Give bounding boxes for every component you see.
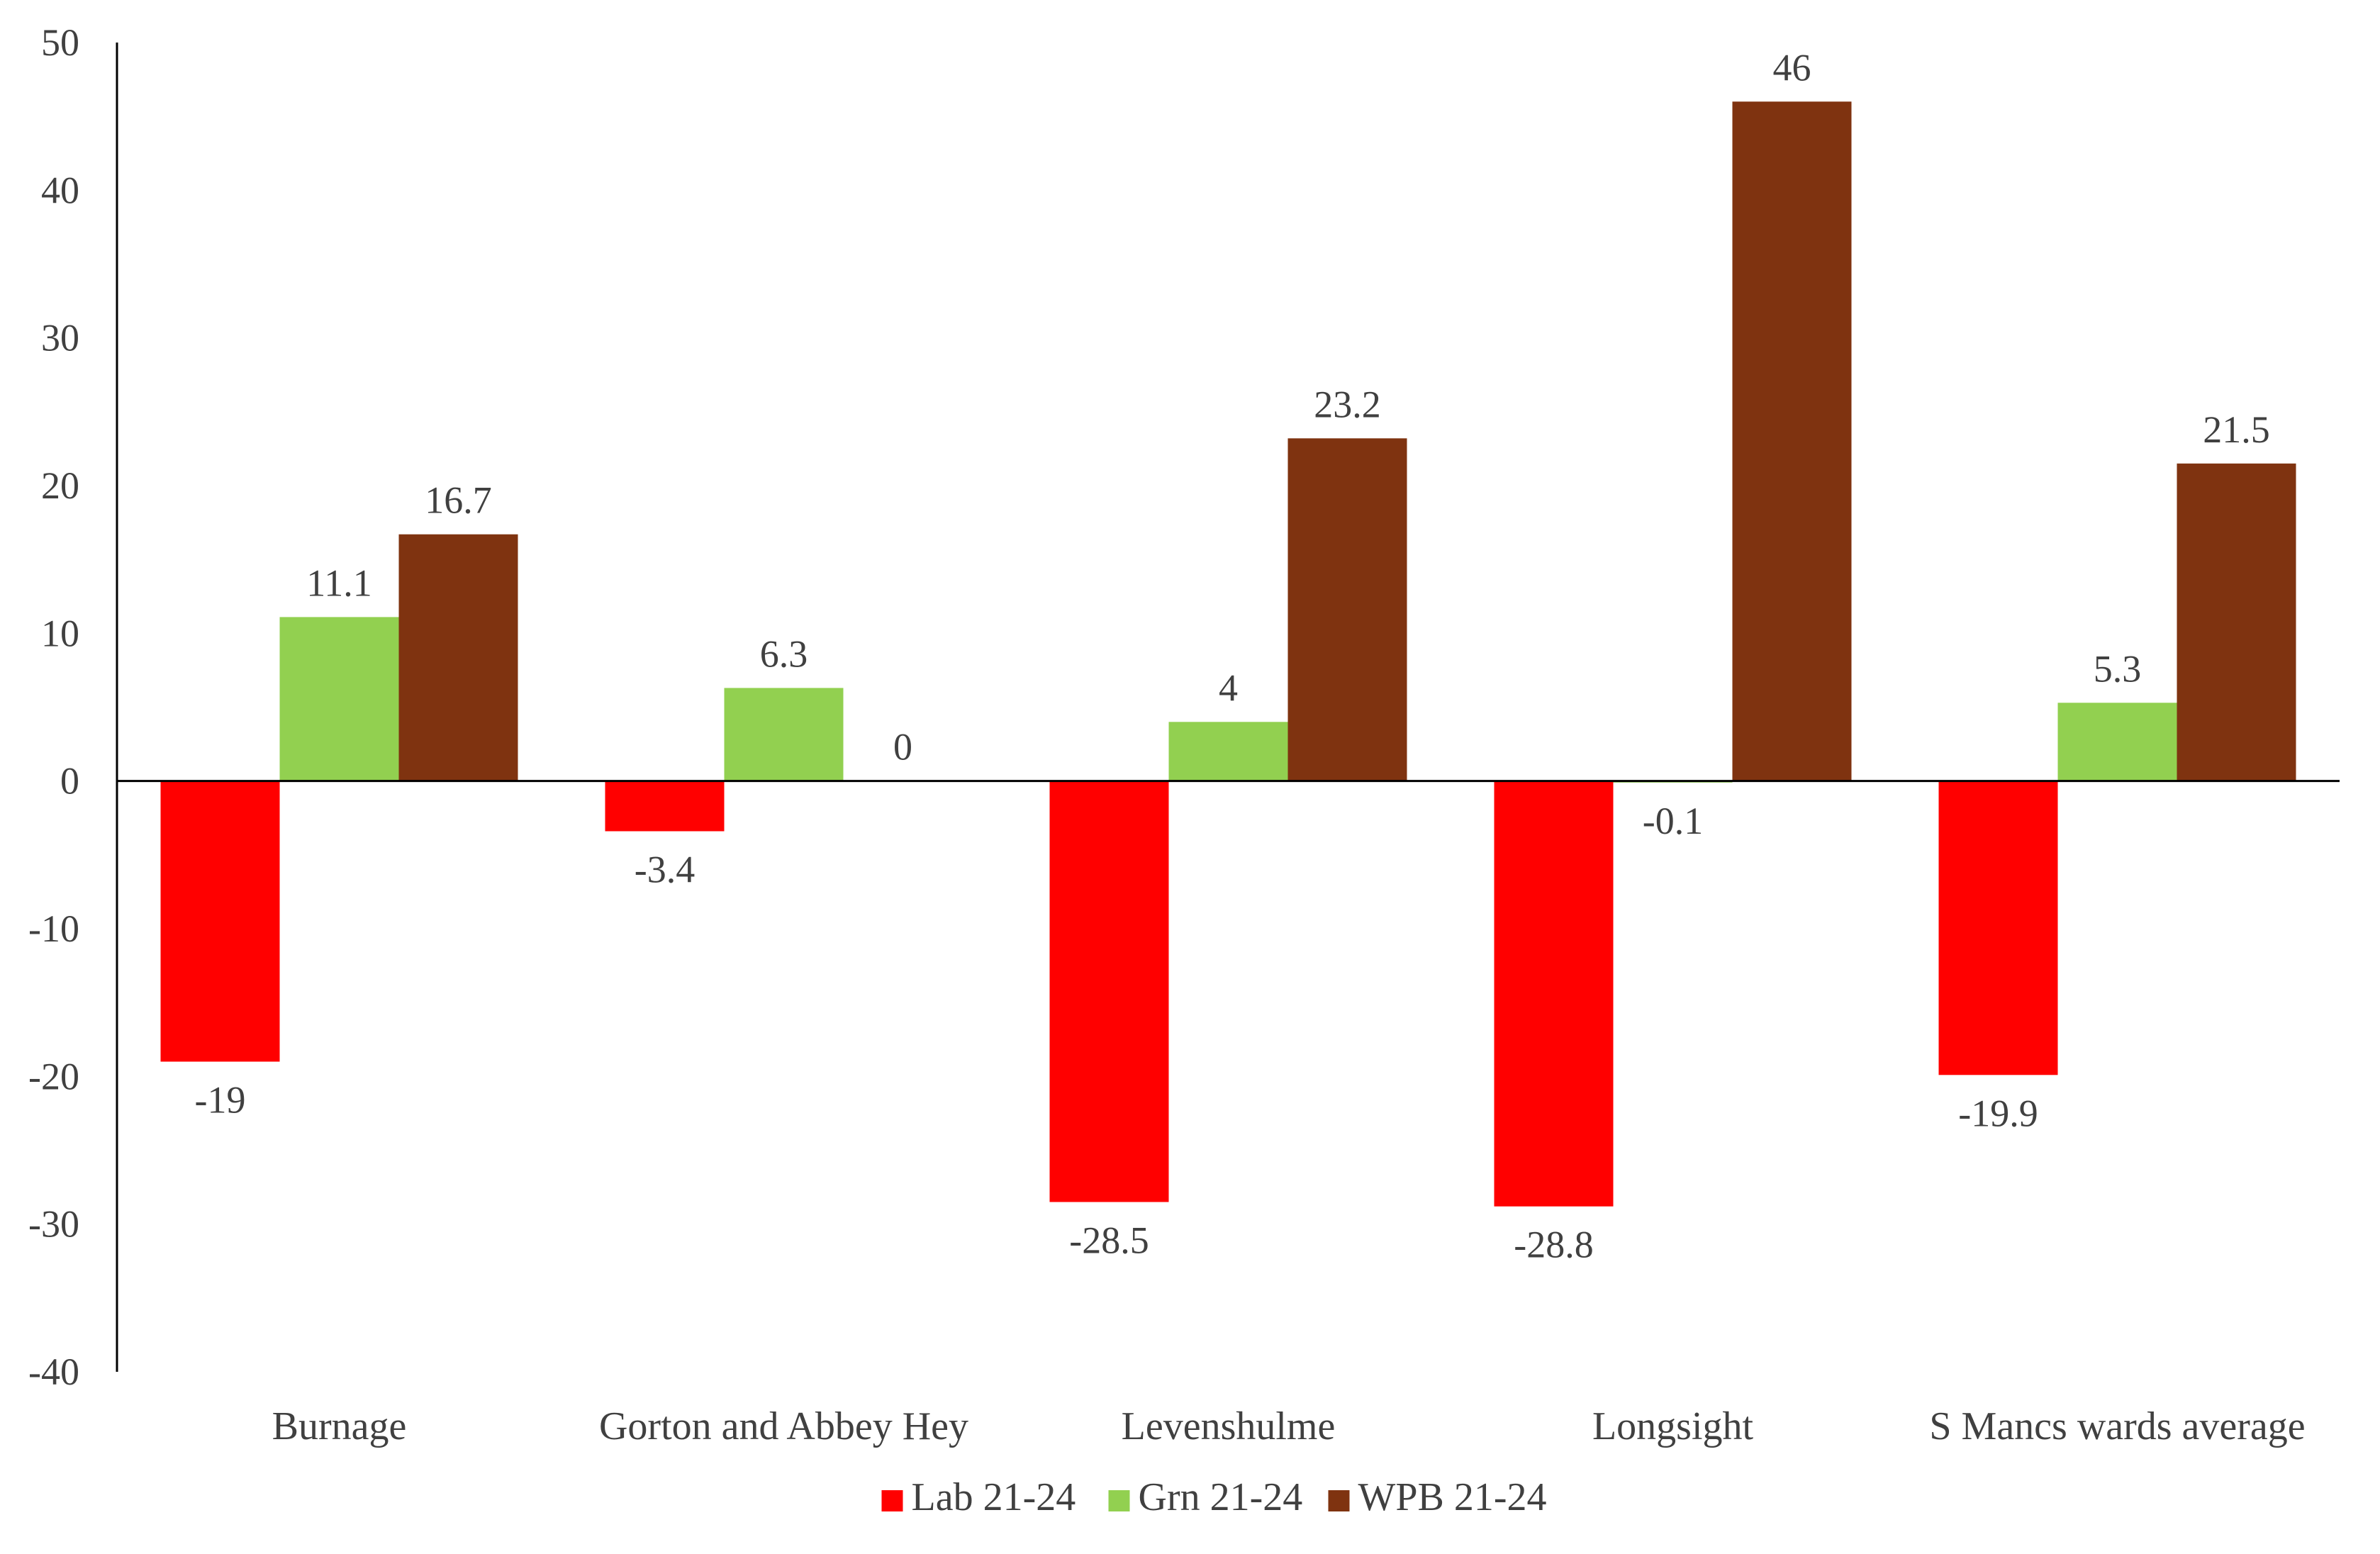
data-label-wpb-21-24-gorton-and-abbey-hey: 0 bbox=[893, 726, 912, 768]
legend-swatch-lab-21-24 bbox=[881, 1490, 903, 1511]
y-tick-label: -30 bbox=[28, 1203, 79, 1246]
bar-grn-21-24-gorton-and-abbey-hey bbox=[724, 688, 844, 781]
legend-item-grn-21-24: Grn 21-24 bbox=[1108, 1475, 1303, 1519]
y-tick-label: 30 bbox=[41, 317, 79, 359]
bar-lab-21-24-gorton-and-abbey-hey bbox=[605, 781, 725, 832]
bar-lab-21-24-longsight bbox=[1494, 781, 1614, 1207]
legend-label-lab-21-24: Lab 21-24 bbox=[912, 1475, 1076, 1519]
data-label-lab-21-24-s-mancs-wards-average: -19.9 bbox=[1958, 1092, 2038, 1134]
data-label-grn-21-24-longsight: -0.1 bbox=[1643, 800, 1703, 842]
bar-lab-21-24-levenshulme bbox=[1049, 781, 1169, 1202]
bar-grn-21-24-burnage bbox=[279, 617, 399, 781]
data-label-lab-21-24-longsight: -28.8 bbox=[1514, 1224, 1593, 1266]
y-tick-label: 0 bbox=[60, 760, 79, 803]
y-tick-label: -20 bbox=[28, 1055, 79, 1097]
bar-grn-21-24-levenshulme bbox=[1168, 722, 1288, 781]
legend-label-wpb-21-24: WPB 21-24 bbox=[1358, 1475, 1547, 1519]
data-label-grn-21-24-gorton-and-abbey-hey: 6.3 bbox=[760, 632, 808, 675]
data-label-lab-21-24-gorton-and-abbey-hey: -3.4 bbox=[635, 849, 695, 891]
y-tick-label: -40 bbox=[28, 1351, 79, 1393]
data-label-grn-21-24-burnage: 11.1 bbox=[306, 561, 372, 604]
y-tick-label: 20 bbox=[41, 464, 79, 507]
legend-swatch-grn-21-24 bbox=[1108, 1490, 1130, 1511]
legend-swatch-wpb-21-24 bbox=[1328, 1490, 1350, 1511]
category-label-longsight: Longsight bbox=[1592, 1404, 1754, 1448]
y-tick-label: -10 bbox=[28, 907, 79, 950]
data-label-lab-21-24-burnage: -19 bbox=[195, 1079, 246, 1122]
y-tick-label: 50 bbox=[41, 21, 79, 64]
data-label-grn-21-24-levenshulme: 4 bbox=[1219, 666, 1238, 709]
bar-wpb-21-24-longsight bbox=[1732, 101, 1852, 781]
category-label-s-mancs-wards-average: S Mancs wards average bbox=[1929, 1404, 2305, 1448]
category-label-levenshulme: Levenshulme bbox=[1122, 1404, 1336, 1448]
legend-item-wpb-21-24: WPB 21-24 bbox=[1328, 1475, 1547, 1519]
bars-layer bbox=[160, 101, 2296, 1207]
data-label-wpb-21-24-levenshulme: 23.2 bbox=[1314, 383, 1381, 425]
bar-wpb-21-24-levenshulme bbox=[1287, 438, 1407, 781]
data-label-wpb-21-24-burnage: 16.7 bbox=[425, 479, 492, 522]
data-label-grn-21-24-s-mancs-wards-average: 5.3 bbox=[2094, 647, 2142, 690]
legend: Lab 21-24 Grn 21-24 WPB 21-24 bbox=[881, 1475, 1547, 1519]
data-label-wpb-21-24-s-mancs-wards-average: 21.5 bbox=[2203, 408, 2270, 451]
category-label-gorton-and-abbey-hey: Gorton and Abbey Hey bbox=[599, 1404, 968, 1448]
data-label-wpb-21-24-longsight: 46 bbox=[1773, 46, 1811, 89]
bar-wpb-21-24-burnage bbox=[398, 534, 518, 781]
bar-grn-21-24-s-mancs-wards-average bbox=[2057, 703, 2177, 781]
data-label-lab-21-24-levenshulme: -28.5 bbox=[1069, 1219, 1149, 1261]
y-tick-label: 40 bbox=[41, 169, 79, 211]
bar-wpb-21-24-s-mancs-wards-average bbox=[2177, 463, 2296, 781]
y-tick-label: 10 bbox=[41, 612, 79, 654]
category-label-burnage: Burnage bbox=[272, 1404, 407, 1448]
labels-layer: -19 -3.4 -28.5 -28.8 -19.9 11.1 6.3 4 -0.1 5.3 16.… bbox=[195, 46, 2270, 1265]
bar-lab-21-24-s-mancs-wards-average bbox=[1938, 781, 2058, 1075]
legend-item-lab-21-24: Lab 21-24 bbox=[881, 1475, 1076, 1519]
legend-label-grn-21-24: Grn 21-24 bbox=[1139, 1475, 1303, 1519]
bar-lab-21-24-burnage bbox=[160, 781, 280, 1062]
